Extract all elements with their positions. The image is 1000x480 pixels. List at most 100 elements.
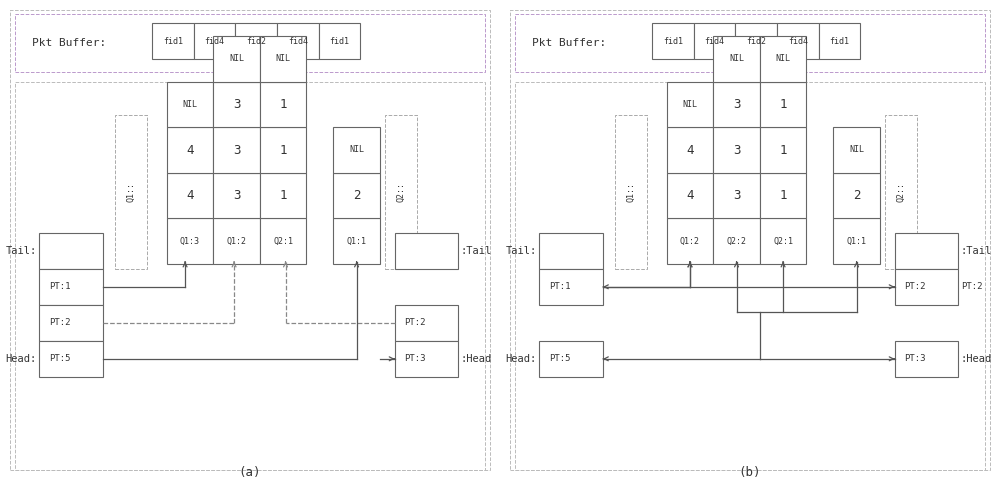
Text: PT:3: PT:3: [404, 354, 426, 363]
Text: Tail:: Tail:: [6, 246, 37, 256]
Bar: [667, 173, 713, 218]
Text: fid2: fid2: [746, 36, 766, 46]
Bar: [260, 36, 306, 82]
Text: 1: 1: [779, 98, 787, 111]
Text: (a): (a): [239, 466, 261, 480]
Text: PT:1: PT:1: [549, 282, 571, 291]
Text: :Tail: :Tail: [461, 246, 492, 256]
Bar: [735, 23, 777, 59]
Text: 1: 1: [779, 189, 787, 202]
Bar: [167, 82, 213, 127]
Bar: [760, 218, 806, 264]
Text: 3: 3: [233, 189, 240, 202]
Text: 1: 1: [779, 144, 787, 156]
Bar: [333, 218, 380, 264]
Bar: [760, 173, 806, 218]
Text: PT:2: PT:2: [404, 318, 426, 327]
Bar: [395, 233, 458, 269]
Text: Q2::: Q2::: [396, 182, 405, 202]
Bar: [895, 341, 958, 377]
Text: NIL: NIL: [682, 100, 697, 109]
Text: 2: 2: [353, 189, 360, 202]
Text: PT:1: PT:1: [49, 282, 71, 291]
Text: Q1:2: Q1:2: [680, 237, 700, 246]
Text: Q2:1: Q2:1: [273, 237, 293, 246]
Text: PT:2: PT:2: [49, 318, 71, 327]
Bar: [115, 115, 147, 269]
Bar: [713, 218, 760, 264]
Text: Head:: Head:: [506, 354, 537, 364]
Text: 3: 3: [233, 98, 240, 111]
Text: PT:2: PT:2: [904, 282, 926, 291]
Text: (b): (b): [739, 466, 761, 480]
Text: fid4: fid4: [288, 36, 308, 46]
Bar: [515, 82, 985, 470]
Text: Q1::: Q1::: [627, 182, 636, 202]
Bar: [667, 218, 713, 264]
Bar: [39, 233, 103, 269]
Text: fid4: fid4: [788, 36, 808, 46]
Bar: [539, 341, 603, 377]
Text: 4: 4: [686, 144, 694, 156]
Text: Q2:2: Q2:2: [727, 237, 747, 246]
Bar: [213, 127, 260, 173]
Bar: [760, 36, 806, 82]
Bar: [167, 127, 213, 173]
Text: Head:: Head:: [6, 354, 37, 364]
Text: 3: 3: [233, 144, 240, 156]
Bar: [213, 82, 260, 127]
Bar: [760, 127, 806, 173]
Text: 3: 3: [733, 144, 740, 156]
Bar: [713, 36, 760, 82]
Text: fid2: fid2: [246, 36, 266, 46]
Bar: [333, 127, 380, 173]
Bar: [213, 36, 260, 82]
Text: PT:5: PT:5: [549, 354, 571, 363]
Bar: [694, 23, 735, 59]
Bar: [235, 23, 277, 59]
Bar: [15, 14, 485, 72]
Text: fid4: fid4: [704, 36, 724, 46]
Bar: [333, 173, 380, 218]
Bar: [395, 341, 458, 377]
Text: Q1::: Q1::: [127, 182, 136, 202]
Bar: [15, 82, 485, 470]
Text: NIL: NIL: [849, 145, 864, 155]
Bar: [819, 23, 860, 59]
Bar: [152, 23, 194, 59]
Bar: [895, 233, 958, 269]
Bar: [760, 82, 806, 127]
Bar: [713, 127, 760, 173]
Text: fid1: fid1: [663, 36, 683, 46]
Bar: [167, 218, 213, 264]
Bar: [833, 173, 880, 218]
Bar: [777, 23, 819, 59]
Text: 1: 1: [279, 144, 287, 156]
Text: 1: 1: [279, 189, 287, 202]
Bar: [895, 269, 958, 305]
Text: Q1:3: Q1:3: [180, 237, 200, 246]
Text: Tail:: Tail:: [506, 246, 537, 256]
Bar: [667, 127, 713, 173]
Text: 1: 1: [279, 98, 287, 111]
Text: 3: 3: [733, 98, 740, 111]
Bar: [615, 115, 647, 269]
Text: fid4: fid4: [204, 36, 224, 46]
Text: NIL: NIL: [349, 145, 364, 155]
Text: fid1: fid1: [163, 36, 183, 46]
Bar: [667, 82, 713, 127]
Bar: [39, 305, 103, 341]
Bar: [539, 269, 603, 305]
Text: Pkt Buffer:: Pkt Buffer:: [32, 38, 106, 48]
Bar: [167, 173, 213, 218]
Text: NIL: NIL: [229, 54, 244, 63]
Bar: [260, 127, 306, 173]
Text: :Tail: :Tail: [961, 246, 992, 256]
Bar: [39, 341, 103, 377]
Bar: [713, 82, 760, 127]
Bar: [833, 127, 880, 173]
Text: Q1:1: Q1:1: [847, 237, 867, 246]
Bar: [885, 115, 917, 269]
Bar: [260, 173, 306, 218]
Bar: [833, 218, 880, 264]
